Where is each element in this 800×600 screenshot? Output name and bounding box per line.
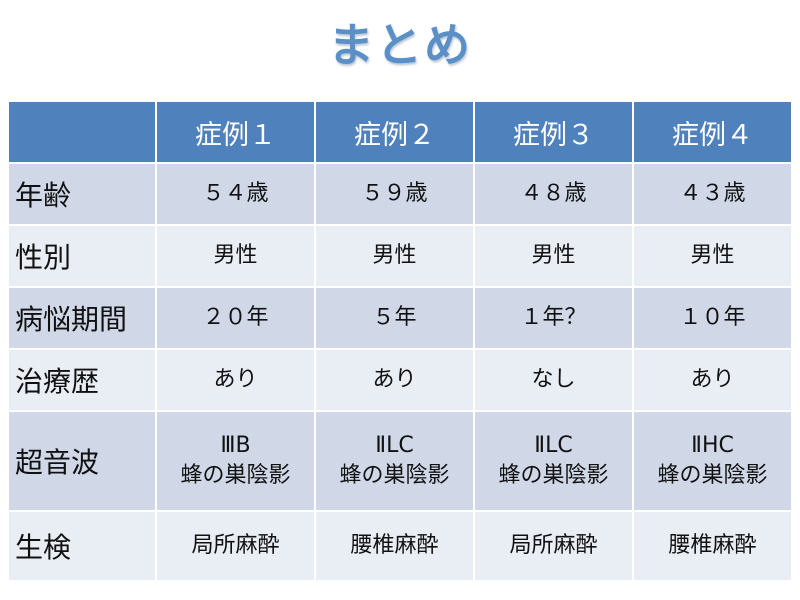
- cell: ４８歳: [473, 162, 634, 226]
- row-label-duration: 病悩期間: [7, 286, 157, 350]
- cell: ⅡLC 蜂の巣陰影: [314, 410, 475, 512]
- ultrasound-finding: 蜂の巣陰影: [339, 463, 450, 488]
- row-label-biopsy: 生検: [7, 510, 157, 582]
- header-case-1: 症例１: [155, 100, 316, 164]
- cell: ５年: [314, 286, 475, 350]
- cell: １０年: [632, 286, 793, 350]
- cell: ２０年: [155, 286, 316, 350]
- cell: あり: [155, 348, 316, 412]
- cell: １年？: [473, 286, 634, 350]
- row-label-age: 年齢: [7, 162, 157, 226]
- table-row-ultrasound: 超音波 ⅢB 蜂の巣陰影 ⅡLC 蜂の巣陰影 ⅡLC 蜂の巣陰影 ⅡHC 蜂の巣…: [7, 410, 793, 512]
- row-label-sex: 性別: [7, 224, 157, 288]
- cell: あり: [314, 348, 475, 412]
- cell: 男性: [632, 224, 793, 288]
- cell: 男性: [155, 224, 316, 288]
- cell: 局所麻酔: [473, 510, 634, 582]
- ultrasound-finding: 蜂の巣陰影: [657, 463, 768, 488]
- cell: なし: [473, 348, 634, 412]
- table-row-sex: 性別 男性 男性 男性 男性: [7, 224, 793, 288]
- cell: 局所麻酔: [155, 510, 316, 582]
- table-header-row: 症例１ 症例２ 症例３ 症例４: [7, 100, 793, 164]
- header-case-4: 症例４: [632, 100, 793, 164]
- header-case-3: 症例３: [473, 100, 634, 164]
- cell: ⅢB 蜂の巣陰影: [155, 410, 316, 512]
- cell: 男性: [473, 224, 634, 288]
- ultrasound-finding: 蜂の巣陰影: [498, 463, 609, 488]
- table-row-treatment-history: 治療歴 あり あり なし あり: [7, 348, 793, 412]
- cell: 腰椎麻酔: [632, 510, 793, 582]
- ultrasound-finding: 蜂の巣陰影: [180, 463, 291, 488]
- summary-table: 症例１ 症例２ 症例３ 症例４ 年齢 ５４歳 ５９歳 ４８歳 ４３歳 性別 男性…: [7, 100, 793, 582]
- cell: あり: [632, 348, 793, 412]
- page-title: まとめ: [328, 18, 472, 72]
- table-row-biopsy: 生検 局所麻酔 腰椎麻酔 局所麻酔 腰椎麻酔: [7, 510, 793, 582]
- cell: ５９歳: [314, 162, 475, 226]
- ultrasound-grade: ⅡLC: [534, 433, 573, 458]
- cell: ⅡLC 蜂の巣陰影: [473, 410, 634, 512]
- row-label-treatment-history: 治療歴: [7, 348, 157, 412]
- header-case-2: 症例２: [314, 100, 475, 164]
- row-label-ultrasound: 超音波: [7, 410, 157, 512]
- ultrasound-grade: ⅢB: [220, 433, 251, 458]
- table-row-duration: 病悩期間 ２０年 ５年 １年？ １０年: [7, 286, 793, 350]
- ultrasound-grade: ⅡLC: [375, 433, 414, 458]
- header-corner: [7, 100, 157, 164]
- ultrasound-grade: ⅡHC: [691, 433, 734, 458]
- table-row-age: 年齢 ５４歳 ５９歳 ４８歳 ４３歳: [7, 162, 793, 226]
- cell: ５４歳: [155, 162, 316, 226]
- cell: ⅡHC 蜂の巣陰影: [632, 410, 793, 512]
- cell: ４３歳: [632, 162, 793, 226]
- cell: 男性: [314, 224, 475, 288]
- cell: 腰椎麻酔: [314, 510, 475, 582]
